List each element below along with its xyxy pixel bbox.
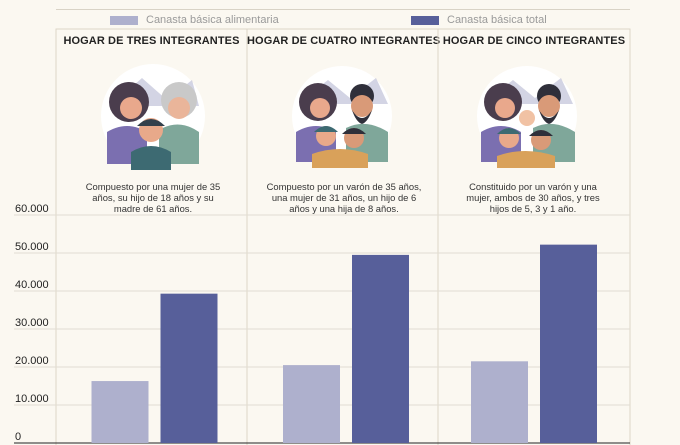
bar-total-0 [160, 293, 218, 443]
legend-item-total: Canasta básica total [411, 14, 547, 26]
y-tick-label: 40.000 [15, 279, 49, 291]
panel-frame [246, 28, 439, 445]
bar-total-1 [352, 254, 409, 443]
bar-alimentaria-0 [91, 381, 149, 443]
legend-label-alimentaria: Canasta básica alimentaria [146, 14, 279, 26]
family-illustration-cinco [473, 62, 581, 175]
bar-alimentaria-1 [283, 365, 340, 443]
panel-frame [437, 28, 631, 445]
panel-description-cinco: Constituido por un varón y una mujer, am… [466, 181, 600, 214]
bar-alimentaria-2 [471, 361, 528, 443]
family-illustration-tres [97, 60, 209, 177]
y-tick-label: 10.000 [15, 393, 49, 405]
legend-swatch-alimentaria [110, 15, 138, 25]
family-illustration-cuatro [288, 62, 396, 175]
top-rule [56, 9, 630, 10]
panel-title-cinco: HOGAR DE CINCO INTEGRANTES [442, 35, 626, 47]
y-tick-label: 20.000 [15, 355, 49, 367]
legend-label-total: Canasta básica total [447, 14, 547, 26]
legend-swatch-total [411, 15, 439, 25]
y-tick-label: 50.000 [15, 241, 49, 253]
panel-description-tres: Compuesto por una mujer de 35 años, su h… [85, 181, 221, 214]
y-tick-label: 60.000 [15, 203, 49, 215]
panel-title-tres: HOGAR DE TRES INTEGRANTES [63, 35, 240, 47]
panel-title-cuatro: HOGAR DE CUATRO INTEGRANTES [247, 35, 441, 47]
panel-frame [55, 28, 248, 445]
panel-description-cuatro: Compuesto por un varón de 35 años, una m… [266, 181, 422, 214]
legend-item-alimentaria: Canasta básica alimentaria [110, 14, 279, 26]
bar-total-2 [540, 244, 597, 443]
y-tick-label: 0 [15, 431, 21, 443]
y-tick-label: 30.000 [15, 317, 49, 329]
